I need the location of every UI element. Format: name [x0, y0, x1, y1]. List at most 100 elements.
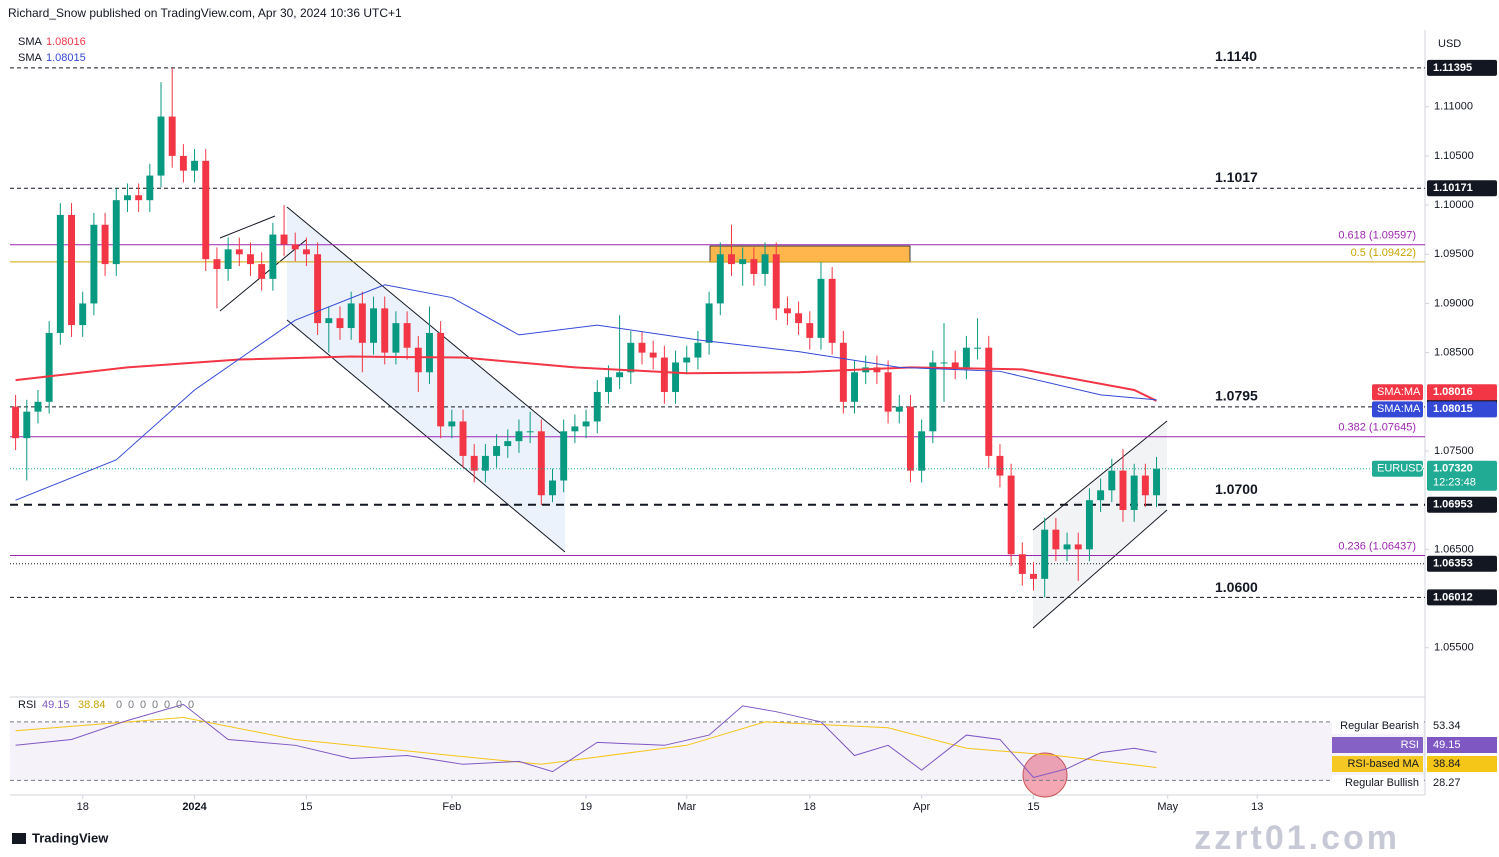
candle-body	[895, 406, 903, 412]
rsi-label-name: RSI	[1401, 739, 1419, 751]
candle-body	[112, 200, 120, 265]
candle-body	[1018, 554, 1026, 574]
x-tick-label: 18	[77, 801, 89, 813]
candle-body	[202, 160, 210, 260]
candle-body	[828, 278, 836, 343]
candle-body	[168, 116, 176, 156]
candle-body	[1030, 573, 1037, 579]
candle-body	[123, 195, 131, 201]
sma-tag-name-box	[1372, 401, 1423, 418]
rsi-value: 49.15	[1433, 739, 1461, 751]
candle-body	[504, 441, 512, 447]
candle-body	[493, 446, 501, 456]
header: Richard_Snow published on TradingView.co…	[8, 6, 402, 20]
candle-body	[851, 372, 858, 402]
candle-body	[146, 175, 154, 201]
x-tick-label: Apr	[913, 801, 930, 813]
y-tick-label: 1.06500	[1434, 543, 1474, 555]
current-price-box	[1427, 460, 1497, 491]
x-tick-label: Feb	[442, 801, 461, 813]
candle-body	[761, 254, 769, 274]
wedge-line	[219, 215, 276, 239]
candle-body	[1074, 544, 1082, 550]
price-tag-box	[1427, 589, 1497, 606]
candle-body	[962, 347, 970, 368]
candle-body	[101, 224, 109, 265]
candle-body	[470, 455, 478, 471]
candle-body	[481, 455, 489, 471]
y-tick-label: 1.08500	[1434, 347, 1474, 359]
candle-body	[918, 431, 926, 471]
rsi-value: 53.34	[1433, 720, 1461, 732]
candle-body	[392, 323, 400, 353]
candle-body	[549, 480, 556, 496]
level-label: 1.1140	[1215, 48, 1257, 64]
legend-value: 1.08015	[46, 52, 86, 64]
x-tick-label: 19	[580, 801, 592, 813]
candle-body	[526, 431, 534, 433]
legend-value: 1.08016	[46, 36, 86, 48]
candle-body	[437, 332, 445, 427]
candle-body	[985, 347, 993, 456]
x-tick-label: 15	[300, 801, 312, 813]
rsi-legend-input: 0	[176, 699, 182, 711]
candle-body	[448, 421, 456, 427]
candle-body	[1041, 529, 1049, 579]
candle-body	[672, 362, 680, 392]
candle-body	[951, 362, 959, 368]
price-tag: 1.06353	[1427, 555, 1497, 572]
candle-body	[425, 332, 433, 373]
fib-label: 0.236 (1.06437)	[1338, 540, 1416, 552]
candle-body	[616, 372, 624, 378]
legend-name: SMA	[18, 36, 43, 48]
price-tag-label: 1.11395	[1433, 62, 1472, 74]
candle-body	[459, 421, 467, 456]
candle-body	[515, 431, 523, 442]
candle-body	[1153, 468, 1161, 496]
price-tag-label: 1.06012	[1433, 591, 1473, 603]
current-price-tag: EURUSD 1.07320 12:23:48	[10, 460, 1497, 491]
candle-body	[213, 259, 221, 270]
candle-body	[45, 332, 53, 402]
channel-line	[1032, 509, 1168, 629]
x-tick-label: Mar	[677, 801, 696, 813]
candle-body	[1063, 544, 1071, 550]
countdown: 12:23:48	[1433, 477, 1476, 489]
price-tag-label: 1.06953	[1433, 499, 1473, 511]
candle-body	[235, 249, 243, 255]
sma-tag-name: SMA:MA	[1377, 386, 1421, 398]
candle-body	[1097, 490, 1105, 501]
x-tick-label: 15	[1027, 801, 1039, 813]
rsi-label-box	[1332, 756, 1423, 772]
candle-body	[79, 303, 87, 326]
sma-tag: SMA:MA 1.08016	[1372, 384, 1497, 401]
candle-body	[884, 372, 892, 412]
candle-body	[90, 224, 98, 304]
candle-body	[1052, 529, 1060, 550]
y-tick-label: 1.10500	[1434, 150, 1474, 162]
x-tick-label: May	[1157, 801, 1178, 813]
symbol-name: EURUSD	[1377, 463, 1424, 475]
rsi-value-box	[1427, 737, 1497, 753]
candle-body	[750, 259, 758, 274]
candle-body	[347, 303, 355, 329]
legend-name: SMA	[18, 52, 43, 64]
candle-body	[906, 406, 914, 471]
price-tag-box	[1427, 555, 1497, 572]
sma-tag-box	[1427, 401, 1497, 418]
y-tick-label: 1.05500	[1434, 642, 1474, 654]
rsi-label-box	[1332, 775, 1423, 791]
rsi-label-box	[1332, 737, 1423, 753]
candle-body	[604, 377, 612, 392]
candle-body	[537, 431, 545, 496]
candle-body	[325, 318, 333, 324]
rsi-legend-value: 49.15	[42, 699, 70, 711]
candle-body	[571, 426, 579, 432]
rsi-legend-input: 0	[116, 699, 122, 711]
x-tick-label: 18	[804, 801, 816, 813]
watermark: zzrt01.com	[1194, 819, 1400, 857]
level-label: 1.0700	[1215, 481, 1258, 497]
